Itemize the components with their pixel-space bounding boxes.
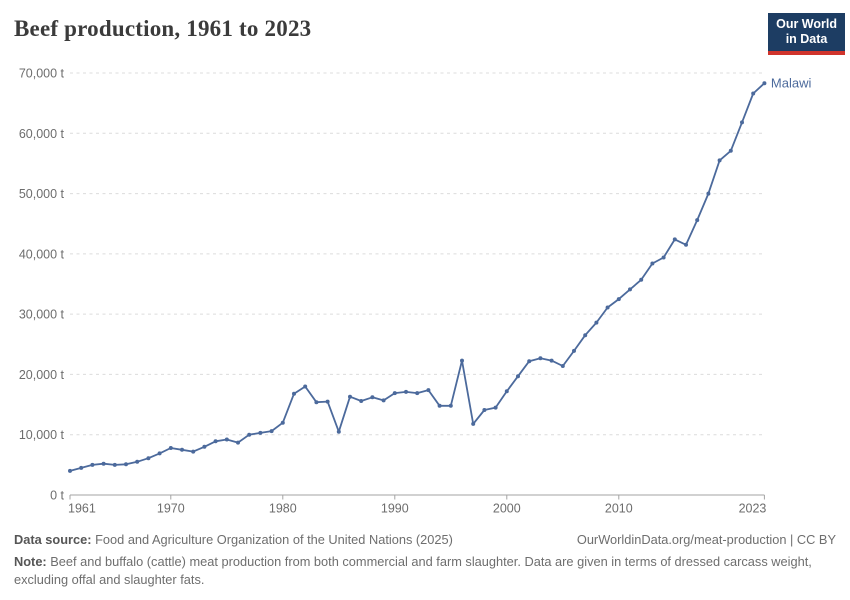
data-point[interactable] xyxy=(269,429,274,434)
owid-citation-link[interactable]: OurWorldinData.org/meat-production | CC … xyxy=(576,532,836,547)
data-point[interactable] xyxy=(661,255,666,260)
data-point[interactable] xyxy=(751,91,756,96)
note-text: Beef and buffalo (cattle) meat productio… xyxy=(14,553,812,588)
data-line xyxy=(69,82,766,472)
data-point[interactable] xyxy=(594,320,599,325)
data-point[interactable] xyxy=(348,394,352,399)
data-point[interactable] xyxy=(471,421,476,426)
data-point[interactable] xyxy=(202,444,207,449)
data-point[interactable] xyxy=(482,408,487,412)
y-tick-label: 40,000 t xyxy=(19,247,65,261)
data-point[interactable] xyxy=(381,398,386,403)
data-point[interactable] xyxy=(180,447,184,452)
data-point[interactable] xyxy=(706,191,711,196)
data-point[interactable] xyxy=(549,358,554,363)
data-point[interactable] xyxy=(79,465,84,470)
x-tick-label: 1990 xyxy=(381,502,409,516)
note-label: Note: xyxy=(14,553,47,569)
data-point[interactable] xyxy=(112,462,117,467)
data-point[interactable] xyxy=(605,305,610,310)
data-point[interactable] xyxy=(415,391,420,396)
data-point[interactable] xyxy=(359,399,364,403)
owid-logo[interactable]: Our World in Data xyxy=(768,13,845,55)
data-point[interactable] xyxy=(404,389,408,394)
data-point[interactable] xyxy=(560,364,565,368)
data-source-text: Food and Agriculture Organization of the… xyxy=(95,532,453,547)
y-tick-label: 30,000 t xyxy=(19,308,65,322)
entity-label: Malawi xyxy=(771,76,812,91)
y-tick-label: 20,000 t xyxy=(19,368,65,382)
data-point[interactable] xyxy=(280,420,285,425)
data-point[interactable] xyxy=(437,403,442,408)
data-source: Data source: Food and Agriculture Organi… xyxy=(14,531,453,550)
line-chart[interactable]: 0 t 10,000 t 20,000 t 30,000 t 40,000 t 50,00… xyxy=(0,60,850,520)
data-point[interactable] xyxy=(325,399,330,404)
y-tick-label: 70,000 t xyxy=(19,67,65,81)
x-tick-label: 1980 xyxy=(269,502,297,516)
data-point[interactable] xyxy=(762,81,767,86)
data-point[interactable] xyxy=(583,333,588,338)
data-point[interactable] xyxy=(493,405,498,410)
data-point[interactable] xyxy=(336,429,341,434)
data-source-label: Data source: xyxy=(14,532,92,547)
y-tick-label: 60,000 t xyxy=(19,127,65,141)
data-point[interactable] xyxy=(135,459,140,464)
data-point[interactable] xyxy=(717,158,722,163)
y-tick-label: 10,000 t xyxy=(19,428,65,442)
data-point[interactable] xyxy=(527,359,532,364)
data-point[interactable] xyxy=(124,462,128,467)
data-point[interactable] xyxy=(191,449,196,454)
data-point[interactable] xyxy=(448,403,453,408)
chart-note: Note: Beef and buffalo (cattle) meat pro… xyxy=(14,553,836,590)
data-point[interactable] xyxy=(504,389,509,394)
y-tick-label: 50,000 t xyxy=(19,187,65,201)
data-point[interactable] xyxy=(695,218,700,223)
logo-text-line1: Our World xyxy=(776,17,837,31)
chart-footer: Data source: Food and Agriculture Organi… xyxy=(14,531,836,590)
data-point[interactable] xyxy=(639,277,644,282)
data-point[interactable] xyxy=(370,395,375,400)
data-point[interactable] xyxy=(68,468,72,473)
page-title: Beef production, 1961 to 2023 xyxy=(14,16,312,41)
x-tick-label: 1961 xyxy=(68,502,96,516)
data-point[interactable] xyxy=(426,388,431,393)
data-point[interactable] xyxy=(740,120,744,125)
data-point[interactable] xyxy=(292,391,296,396)
source-row: Data source: Food and Agriculture Organi… xyxy=(14,531,836,550)
data-point[interactable] xyxy=(236,440,240,445)
data-point[interactable] xyxy=(728,148,733,153)
data-point[interactable] xyxy=(572,348,576,353)
data-point[interactable] xyxy=(314,400,319,405)
data-point[interactable] xyxy=(247,432,252,437)
data-point[interactable] xyxy=(392,391,397,396)
data-point[interactable] xyxy=(90,462,95,467)
x-tick-label: 2023 xyxy=(739,502,767,516)
data-point[interactable] xyxy=(224,437,229,442)
data-point[interactable] xyxy=(616,297,621,302)
logo-text-line2: in Data xyxy=(785,32,828,47)
data-point[interactable] xyxy=(538,356,543,361)
data-point[interactable] xyxy=(460,358,464,363)
data-point[interactable] xyxy=(303,384,308,389)
data-point[interactable] xyxy=(516,374,520,379)
data-point[interactable] xyxy=(168,446,173,450)
data-point[interactable] xyxy=(628,287,632,292)
data-point[interactable] xyxy=(684,242,688,247)
data-point[interactable] xyxy=(101,461,106,466)
data-point[interactable] xyxy=(157,451,162,456)
data-point[interactable] xyxy=(146,456,151,461)
data-point[interactable] xyxy=(213,439,218,444)
y-tick-label: 0 t xyxy=(50,489,64,503)
x-tick-label: 1970 xyxy=(157,502,185,516)
x-tick-label: 2010 xyxy=(605,502,633,516)
x-tick-label: 2000 xyxy=(493,502,521,516)
data-point[interactable] xyxy=(650,261,655,266)
data-point[interactable] xyxy=(258,430,263,435)
data-point[interactable] xyxy=(672,237,677,242)
